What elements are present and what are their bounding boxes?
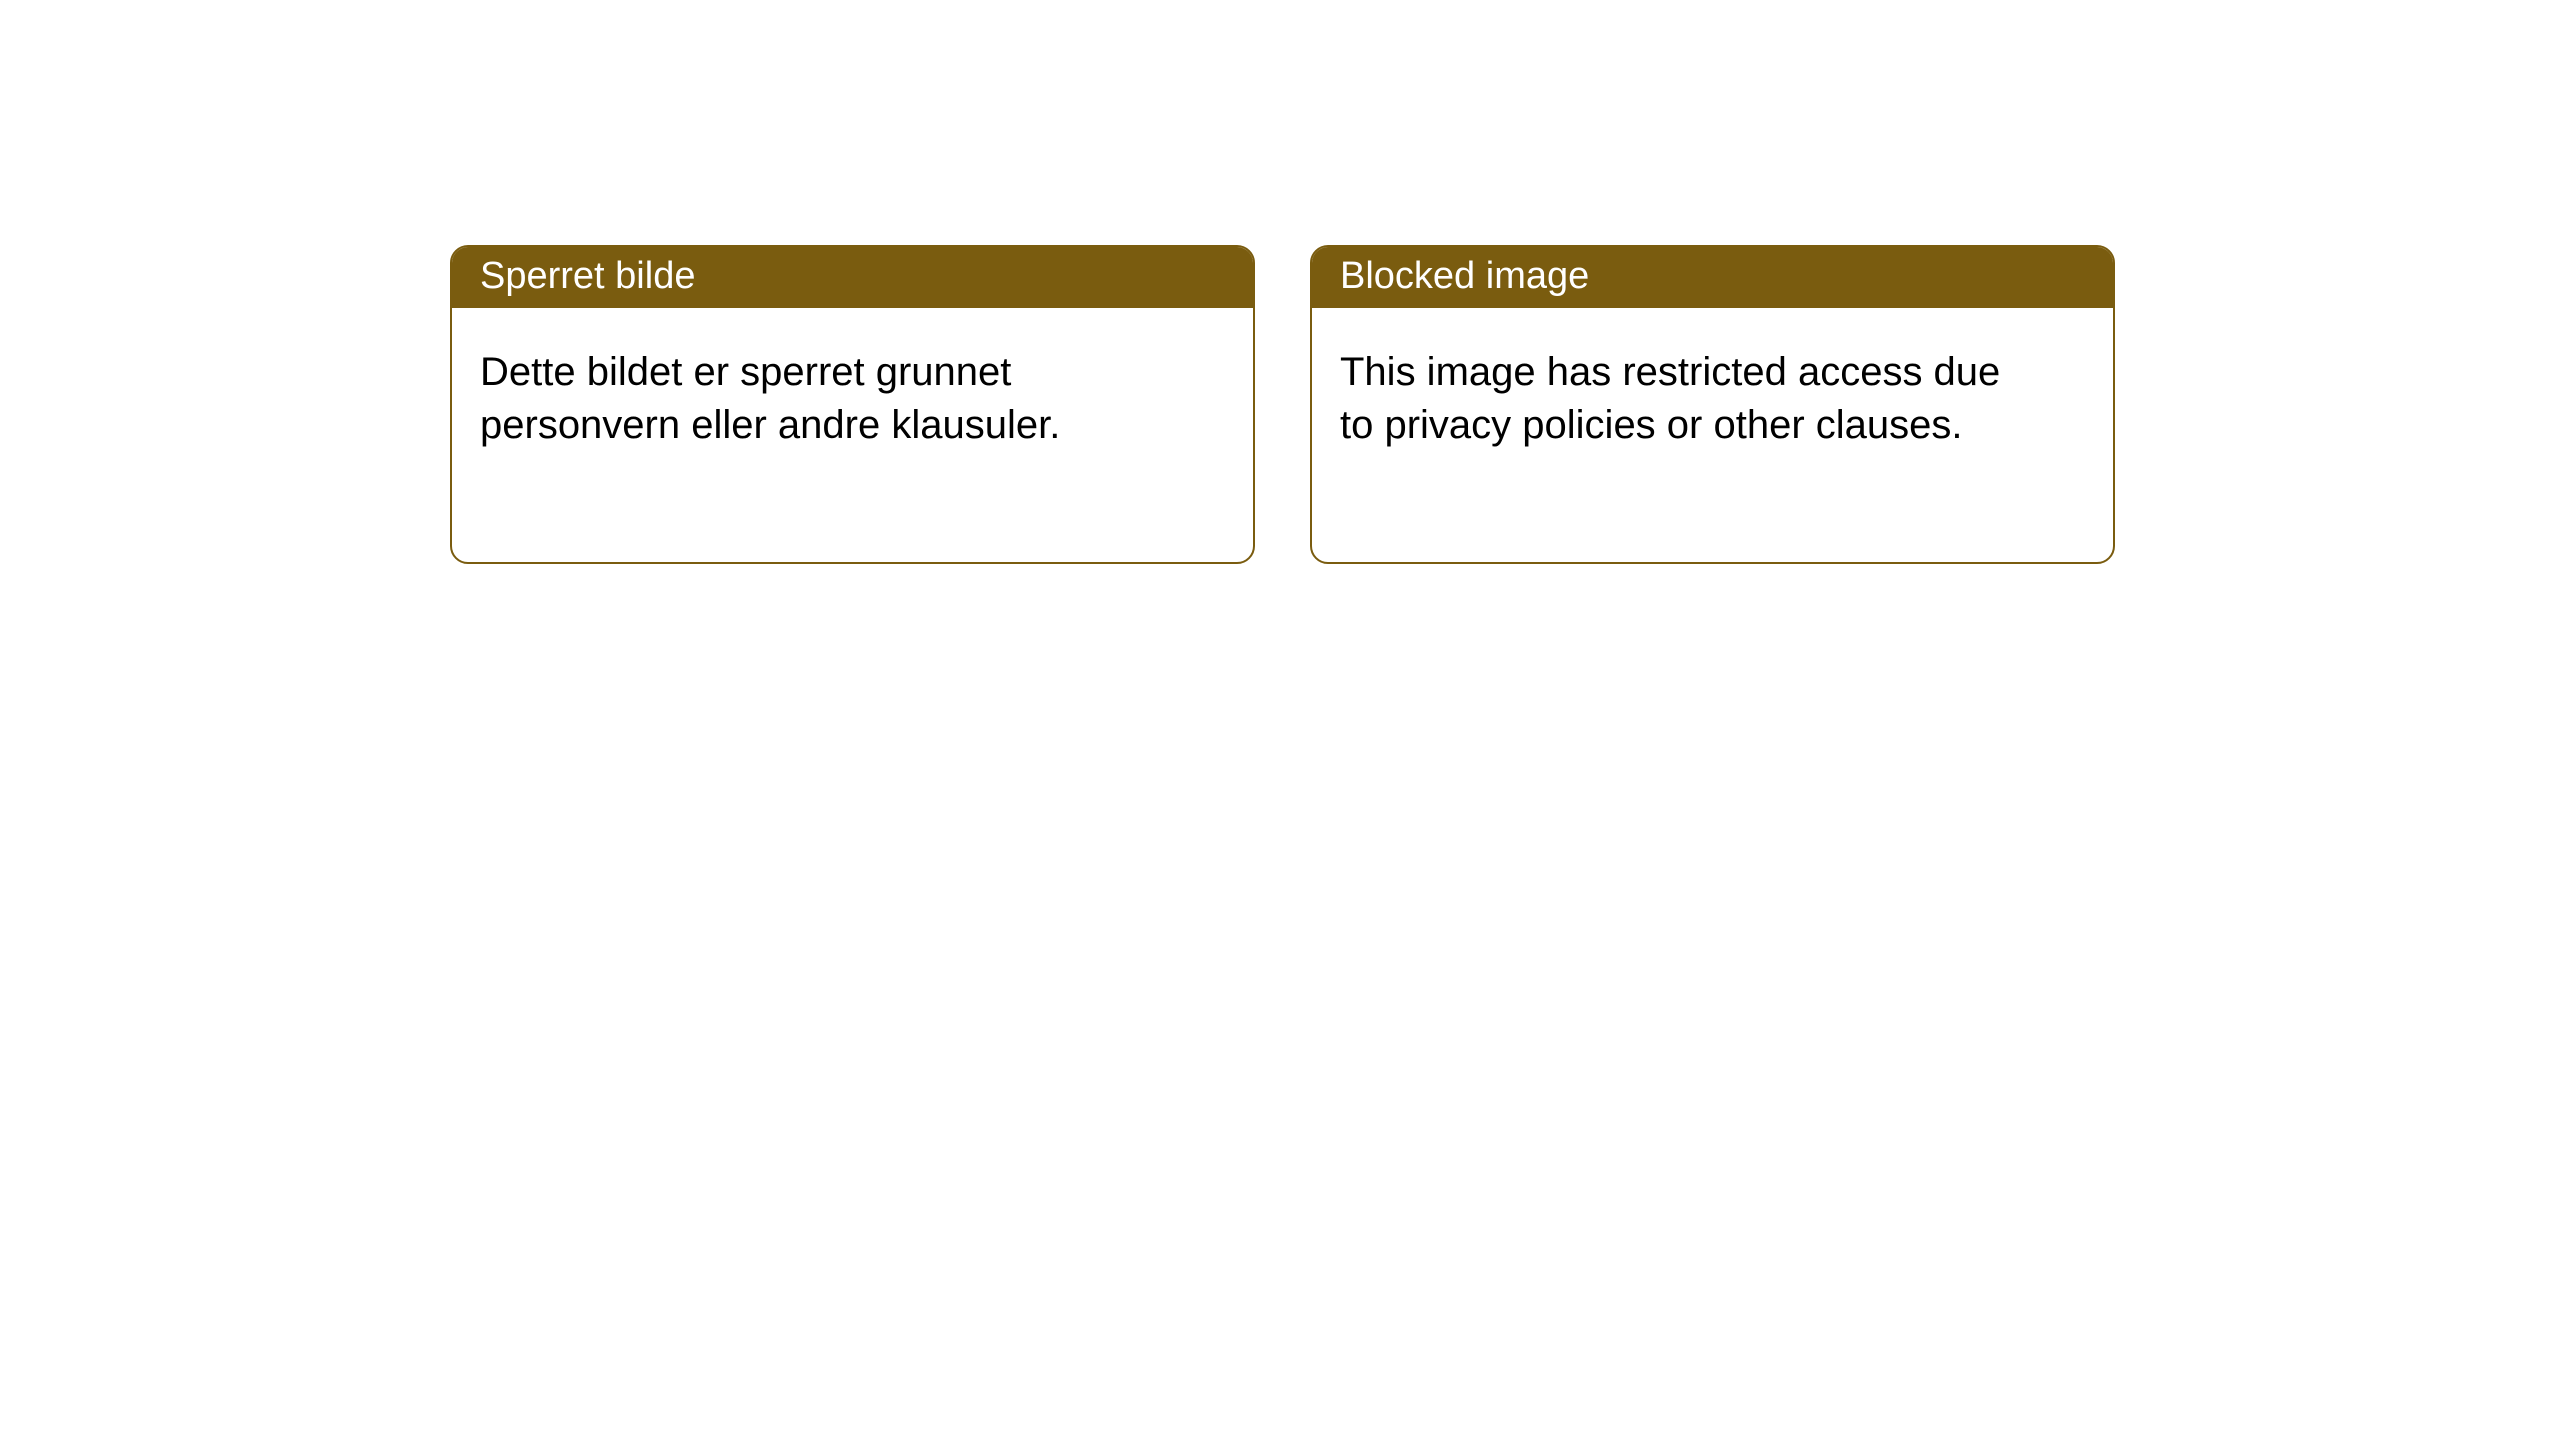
notice-body-en: This image has restricted access due to … [1312,308,2032,562]
notice-body-no: Dette bildet er sperret grunnet personve… [452,308,1172,562]
notice-box-en: Blocked image This image has restricted … [1310,245,2115,564]
notices-container: Sperret bilde Dette bildet er sperret gr… [0,0,2560,564]
notice-box-no: Sperret bilde Dette bildet er sperret gr… [450,245,1255,564]
notice-title-no: Sperret bilde [452,247,1253,308]
notice-title-en: Blocked image [1312,247,2113,308]
